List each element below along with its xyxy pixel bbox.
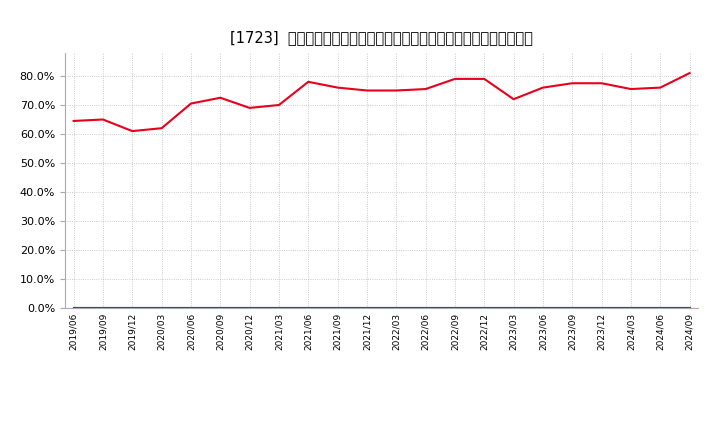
- Title: [1723]  自己資本、のれん、繰延税金資産の総資産に対する比率の推移: [1723] 自己資本、のれん、繰延税金資産の総資産に対する比率の推移: [230, 29, 533, 45]
